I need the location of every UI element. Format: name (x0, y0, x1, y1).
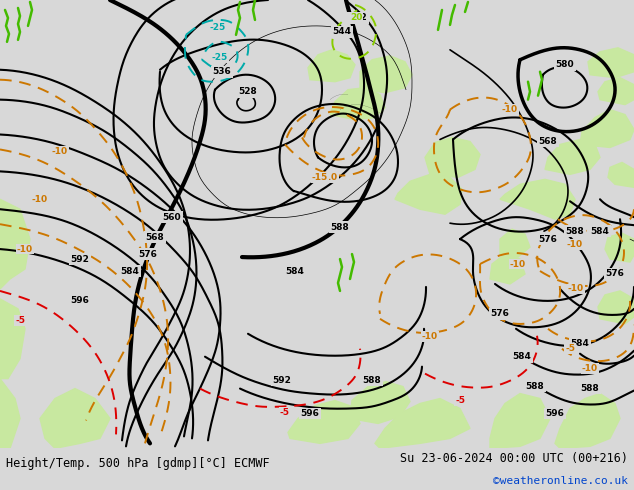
Text: 588: 588 (330, 222, 349, 232)
Text: 592: 592 (70, 254, 89, 264)
Text: 576: 576 (139, 249, 157, 259)
Polygon shape (500, 179, 575, 219)
Polygon shape (580, 110, 634, 147)
Polygon shape (0, 199, 30, 289)
Polygon shape (608, 162, 634, 187)
Text: ©weatheronline.co.uk: ©weatheronline.co.uk (493, 476, 628, 486)
Polygon shape (330, 88, 385, 120)
Polygon shape (588, 48, 634, 78)
Text: Su 23-06-2024 00:00 UTC (00+216): Su 23-06-2024 00:00 UTC (00+216) (399, 452, 628, 465)
Text: 576: 576 (538, 235, 557, 244)
Text: 596: 596 (546, 409, 564, 418)
Text: 568: 568 (146, 233, 164, 242)
Text: -25: -25 (210, 24, 226, 32)
Polygon shape (598, 291, 634, 324)
Text: -10: -10 (17, 245, 33, 254)
Text: -10: -10 (52, 147, 68, 156)
Text: 584: 584 (590, 227, 609, 236)
Text: -5: -5 (280, 408, 290, 417)
Text: -5: -5 (455, 396, 465, 405)
Text: 584: 584 (512, 352, 531, 361)
Text: 592: 592 (273, 376, 292, 385)
Polygon shape (360, 56, 412, 93)
Text: 528: 528 (238, 87, 257, 96)
Polygon shape (40, 389, 110, 448)
Polygon shape (350, 382, 410, 423)
Polygon shape (545, 140, 600, 174)
Text: 596: 596 (70, 296, 89, 305)
Text: 584: 584 (285, 267, 304, 275)
Text: Height/Temp. 500 hPa [gdmp][°C] ECMWF: Height/Temp. 500 hPa [gdmp][°C] ECMWF (6, 457, 270, 469)
Text: -10: -10 (502, 105, 518, 114)
Text: 584: 584 (571, 339, 590, 348)
Text: 552: 552 (349, 13, 367, 23)
Text: -10: -10 (567, 240, 583, 248)
Text: 588: 588 (526, 382, 545, 391)
Text: 536: 536 (212, 67, 231, 76)
Text: 568: 568 (539, 137, 557, 146)
Polygon shape (425, 138, 480, 177)
Text: 576: 576 (605, 270, 624, 278)
Polygon shape (555, 393, 620, 448)
Polygon shape (375, 398, 470, 448)
Polygon shape (598, 78, 634, 105)
Polygon shape (490, 393, 550, 448)
Text: -10: -10 (510, 260, 526, 269)
Text: -10: -10 (568, 284, 584, 294)
Text: -5: -5 (565, 344, 575, 353)
Text: -25: -25 (212, 53, 228, 62)
Polygon shape (490, 254, 525, 284)
Text: 544: 544 (332, 27, 351, 36)
Text: 20: 20 (350, 13, 362, 23)
Text: -10: -10 (422, 332, 438, 341)
Polygon shape (395, 174, 462, 214)
Text: -5: -5 (15, 317, 25, 325)
Text: 588: 588 (581, 384, 599, 393)
Text: -10: -10 (32, 195, 48, 204)
Text: 580: 580 (555, 60, 574, 69)
Text: -10: -10 (322, 173, 338, 182)
Polygon shape (308, 50, 355, 82)
Polygon shape (500, 229, 530, 257)
Polygon shape (0, 299, 25, 379)
Text: 576: 576 (491, 309, 510, 318)
Text: -10: -10 (582, 364, 598, 373)
Text: 588: 588 (566, 227, 585, 236)
Text: -15: -15 (312, 173, 328, 182)
Polygon shape (288, 400, 360, 443)
Text: 560: 560 (163, 213, 181, 221)
Polygon shape (605, 233, 634, 262)
Text: 588: 588 (363, 376, 382, 385)
Text: 596: 596 (301, 409, 320, 418)
Polygon shape (0, 379, 20, 448)
Text: 584: 584 (120, 267, 139, 275)
